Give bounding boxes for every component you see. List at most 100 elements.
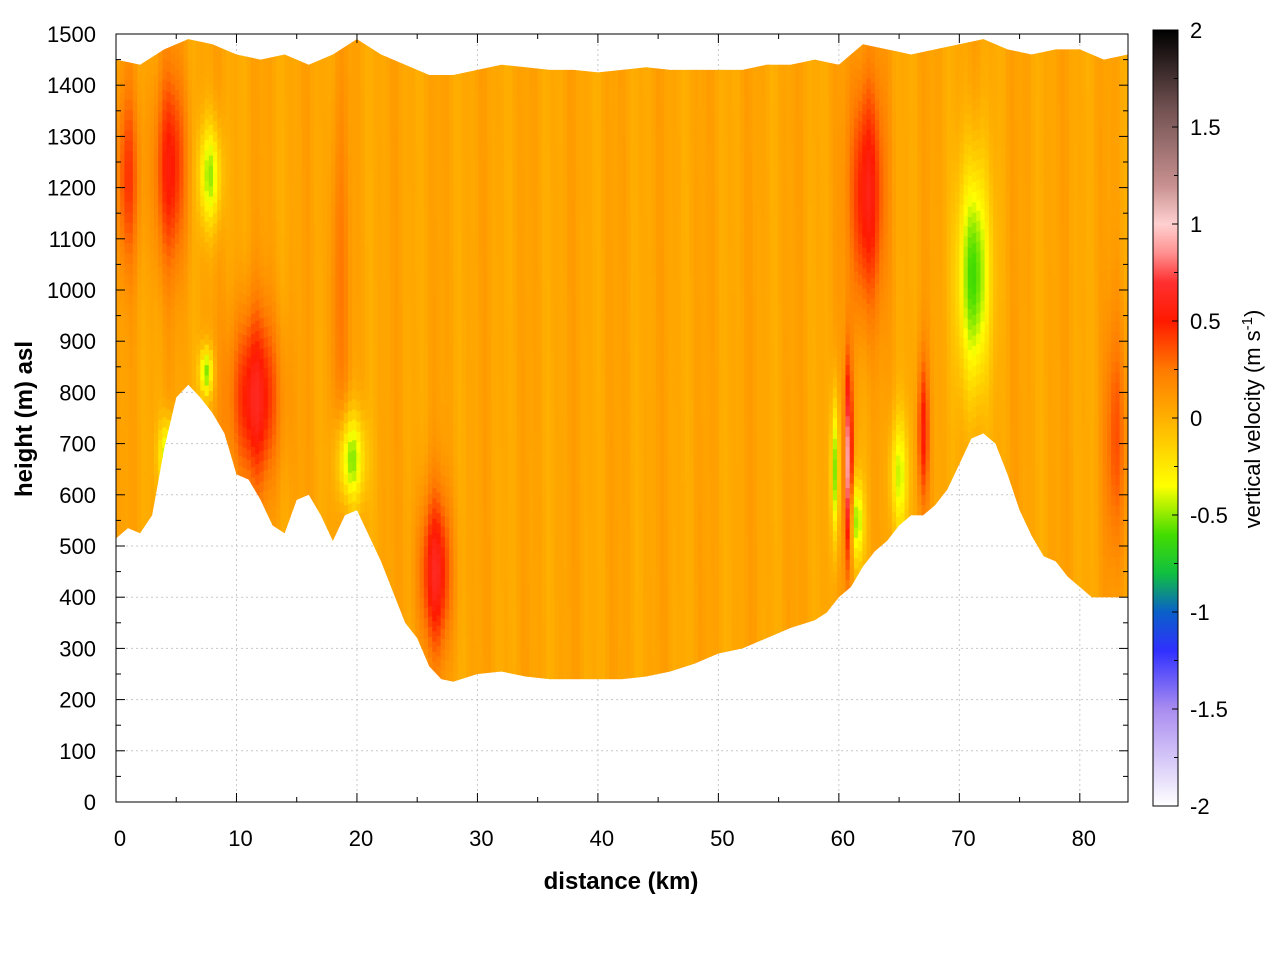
velocity-cell — [521, 635, 526, 646]
velocity-cell — [441, 628, 446, 639]
velocity-cell — [339, 205, 344, 216]
velocity-cell — [356, 196, 361, 207]
velocity-cell — [394, 293, 399, 304]
velocity-cell — [259, 225, 264, 236]
velocity-cell — [369, 417, 374, 428]
velocity-cell — [183, 275, 188, 286]
velocity-cell — [230, 377, 235, 388]
velocity-cell — [441, 546, 446, 557]
velocity-cell — [415, 526, 420, 537]
velocity-cell — [415, 577, 420, 588]
velocity-cell — [209, 73, 214, 84]
velocity-cell — [356, 298, 361, 309]
velocity-cell — [470, 604, 475, 615]
velocity-cell — [154, 166, 159, 177]
velocity-cell — [133, 91, 138, 102]
velocity-cell — [154, 299, 159, 310]
velocity-cell — [382, 343, 387, 354]
velocity-cell — [361, 522, 366, 533]
velocity-cell — [352, 419, 357, 430]
velocity-cell — [183, 193, 188, 204]
velocity-cell — [230, 418, 235, 429]
velocity-cell — [205, 283, 210, 294]
velocity-cell — [124, 89, 129, 100]
velocity-cell — [399, 99, 404, 110]
velocity-cell — [217, 373, 222, 384]
velocity-cell — [529, 626, 534, 637]
velocity-cell — [479, 233, 484, 244]
velocity-cell — [120, 502, 125, 513]
velocity-cell — [196, 129, 201, 140]
velocity-cell — [285, 271, 290, 282]
velocity-cell — [386, 303, 391, 314]
velocity-cell — [361, 277, 366, 288]
velocity-cell — [500, 364, 505, 375]
velocity-cell — [529, 421, 534, 432]
velocity-cell — [365, 439, 370, 450]
velocity-cell — [369, 530, 374, 541]
velocity-cell — [280, 286, 285, 297]
velocity-cell — [474, 173, 479, 184]
velocity-cell — [399, 273, 404, 284]
velocity-cell — [479, 653, 484, 664]
velocity-cell — [462, 555, 467, 566]
velocity-cell — [470, 532, 475, 543]
velocity-cell — [491, 171, 496, 182]
velocity-cell — [179, 187, 184, 198]
velocity-cell — [221, 104, 226, 115]
velocity-cell — [120, 297, 125, 308]
velocity-cell — [264, 490, 269, 501]
velocity-cell — [436, 226, 441, 237]
velocity-cell — [436, 379, 441, 390]
velocity-cell — [196, 211, 201, 222]
velocity-cell — [407, 546, 412, 557]
velocity-cell — [449, 415, 454, 426]
velocity-cell — [183, 152, 188, 163]
velocity-cell — [487, 110, 492, 121]
velocity-cell — [415, 424, 420, 435]
velocity-cell — [154, 238, 159, 249]
velocity-cell — [297, 110, 302, 121]
velocity-cell — [217, 333, 222, 344]
velocity-cell — [238, 343, 243, 354]
velocity-cell — [504, 611, 509, 622]
velocity-cell — [259, 164, 264, 175]
velocity-cell — [289, 352, 294, 363]
velocity-cell — [247, 378, 252, 389]
velocity-cell — [255, 95, 260, 106]
velocity-cell — [188, 28, 193, 39]
velocity-cell — [449, 487, 454, 498]
velocity-cell — [192, 114, 197, 125]
velocity-cell — [323, 472, 328, 483]
velocity-cell — [453, 620, 458, 631]
velocity-cell — [200, 226, 205, 237]
velocity-cell — [403, 284, 408, 295]
velocity-cell — [289, 157, 294, 168]
velocity-cell — [205, 313, 210, 324]
velocity-cell — [318, 238, 323, 249]
velocity-cell — [251, 303, 256, 314]
velocity-cell — [339, 451, 344, 462]
velocity-cell — [466, 83, 471, 94]
velocity-cell — [293, 330, 298, 341]
velocity-cell — [120, 123, 125, 134]
velocity-cell — [521, 215, 526, 226]
velocity-cell — [411, 561, 416, 572]
velocity-cell — [458, 178, 463, 189]
velocity-cell — [470, 123, 475, 134]
velocity-cell — [386, 210, 391, 221]
velocity-cell — [133, 336, 138, 347]
velocity-cell — [272, 496, 277, 507]
velocity-cell — [411, 285, 416, 296]
velocity-cell — [221, 258, 226, 269]
velocity-cell — [508, 110, 513, 121]
velocity-cell — [496, 119, 501, 130]
velocity-cell — [517, 50, 522, 61]
velocity-cell — [141, 108, 146, 119]
velocity-cell — [479, 346, 484, 357]
velocity-cell — [116, 516, 121, 527]
velocity-cell — [179, 259, 184, 270]
velocity-cell — [167, 399, 172, 410]
velocity-cell — [382, 486, 387, 497]
velocity-cell — [293, 105, 298, 116]
